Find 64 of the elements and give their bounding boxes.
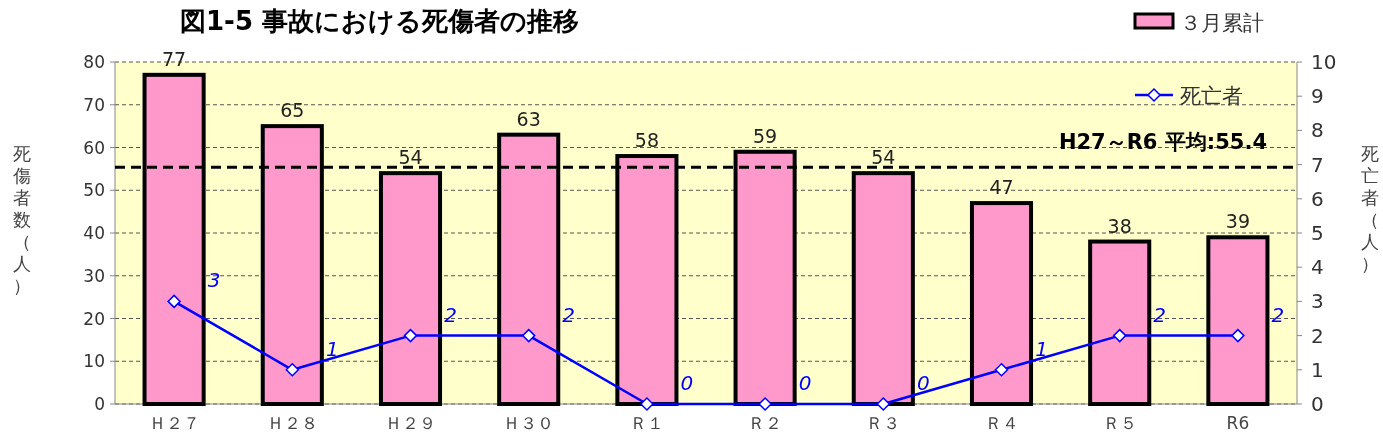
x-tick-label: R6	[1226, 413, 1250, 433]
data-label: 39	[1225, 210, 1250, 233]
x-tick-label: Ｈ２９	[385, 413, 436, 433]
data-label: 0	[916, 371, 930, 395]
point	[640, 397, 654, 411]
y2-tick-label: 6	[1311, 186, 1324, 211]
data-label: 65	[280, 99, 305, 122]
data-label: 0	[680, 371, 694, 395]
data-label: 54	[871, 146, 896, 169]
point	[876, 397, 891, 411]
y2-tick-label: 8	[1311, 118, 1324, 143]
y-axis-title: 死傷者数（人）	[12, 143, 31, 296]
y-tick-label: 70	[83, 94, 105, 115]
point	[403, 328, 418, 343]
chart-title: 図1-5 事故における死傷者の推移	[180, 6, 580, 36]
y-tick-label: 0	[94, 394, 105, 414]
data-label: 1	[325, 336, 339, 361]
ref-line-label: H27～R6 平均:55.4	[1058, 130, 1267, 155]
legend-label: ３月累計	[1180, 11, 1264, 35]
x-tick-label: Ｒ３	[866, 413, 901, 433]
point	[1231, 328, 1245, 343]
y2-tick-label: 3	[1311, 289, 1324, 314]
data-label: 38	[1107, 214, 1132, 237]
x-tick-label: Ｈ２７	[148, 413, 200, 433]
legend-label: 死亡者	[1180, 84, 1243, 108]
y2-tick-label: 2	[1311, 323, 1324, 348]
y2-tick-label: 1	[1311, 357, 1324, 382]
data-label: 63	[516, 107, 541, 130]
y2-tick-label: 5	[1311, 221, 1324, 245]
data-label: 3	[207, 268, 221, 293]
y-tick-label: 40	[83, 223, 105, 243]
y2-tick-label: 10	[1311, 50, 1337, 74]
y2-tick-label: 0	[1311, 392, 1324, 416]
data-label: 54	[398, 146, 423, 169]
x-tick-label: Ｒ２	[748, 413, 783, 433]
point	[994, 363, 1009, 377]
data-label: 2	[1271, 302, 1285, 327]
x-tick-label: Ｒ５	[1102, 413, 1137, 433]
data-label: 2	[1153, 302, 1167, 327]
x-tick-label: Ｈ３０	[503, 413, 555, 433]
data-label: 47	[989, 176, 1014, 199]
y-tick-label: 20	[83, 308, 105, 329]
y-tick-label: 60	[83, 137, 105, 158]
point	[167, 294, 181, 309]
y2-tick-label: 7	[1311, 152, 1324, 177]
data-label: 58	[634, 129, 659, 152]
data-label: 1	[1035, 336, 1048, 361]
y-tick-label: 50	[83, 180, 105, 201]
y2-tick-label: 9	[1311, 84, 1324, 109]
point	[758, 397, 772, 411]
point	[285, 363, 300, 377]
x-tick-label: Ｒ４	[984, 413, 1019, 433]
y-tick-label: 10	[83, 351, 105, 372]
y-tick-label: 30	[83, 265, 105, 286]
data-label: 77	[162, 47, 187, 70]
y2-tick-label: 4	[1311, 255, 1324, 280]
y-tick-label: 80	[83, 52, 105, 72]
x-tick-label: Ｈ２８	[266, 413, 318, 433]
data-label: 59	[753, 124, 778, 147]
point	[521, 328, 536, 343]
point	[1112, 328, 1127, 343]
y2-axis-title: 死亡者（人）	[1361, 143, 1379, 274]
data-label: 0	[798, 371, 812, 395]
x-tick-label: Ｒ１	[629, 413, 664, 433]
